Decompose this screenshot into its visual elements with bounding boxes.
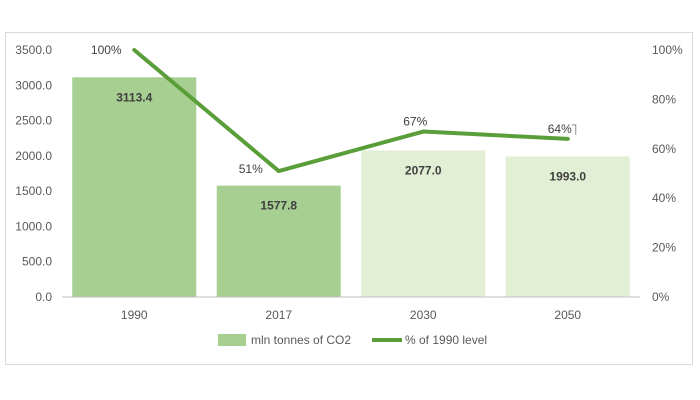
label-leader-line bbox=[571, 124, 577, 135]
line-point-label: 100% bbox=[91, 43, 122, 57]
y-right-tick-label: 20% bbox=[652, 241, 676, 255]
y-left-tick-label: 3500.0 bbox=[15, 43, 52, 57]
bar-data-label: 3113.4 bbox=[116, 90, 152, 104]
y-right-tick-label: 100% bbox=[652, 43, 683, 57]
y-left-tick-label: 1500.0 bbox=[15, 184, 52, 198]
bar-2017 bbox=[216, 185, 341, 297]
line-series-percent bbox=[132, 48, 570, 174]
legend-bar-swatch bbox=[218, 334, 246, 346]
line-layer: 100% 51% 67% 64% bbox=[91, 43, 577, 176]
line-point-label: 67% bbox=[403, 115, 427, 129]
axes-layer: 0.0 500.0 1000.0 1500.0 2000.0 2500.0 3000.0 35… bbox=[15, 43, 683, 322]
x-tick-label: 2030 bbox=[410, 308, 437, 322]
bar-data-label: 1577.8 bbox=[260, 199, 297, 213]
y-left-tick-label: 0.0 bbox=[35, 290, 52, 304]
line-point-label: 64% bbox=[548, 122, 572, 136]
y-right-tick-label: 80% bbox=[652, 92, 676, 106]
y-right-tick-label: 40% bbox=[652, 191, 676, 205]
bar-2050 bbox=[505, 156, 630, 297]
x-tick-label: 1990 bbox=[121, 308, 148, 322]
legend-line-label: % of 1990 level bbox=[405, 333, 487, 347]
legend: mln tonnes of CO2 % of 1990 level bbox=[218, 333, 487, 347]
y-left-tick-label: 2500.0 bbox=[15, 114, 52, 128]
bar-data-label: 1993.0 bbox=[549, 169, 586, 183]
legend-bar-label: mln tonnes of CO2 bbox=[251, 333, 351, 347]
line-point-label: 51% bbox=[239, 162, 263, 176]
x-tick-label: 2017 bbox=[265, 308, 292, 322]
x-tick-label: 2050 bbox=[554, 308, 581, 322]
y-left-tick-label: 3000.0 bbox=[15, 78, 52, 92]
y-right-tick-label: 60% bbox=[652, 142, 676, 156]
bar-data-label: 2077.0 bbox=[405, 163, 442, 177]
y-left-tick-label: 2000.0 bbox=[15, 149, 52, 163]
bar-2030 bbox=[361, 150, 486, 297]
y-right-tick-label: 0% bbox=[652, 290, 670, 304]
bar-1990 bbox=[72, 77, 197, 297]
bars-layer: 3113.4 1577.8 2077.0 1993.0 bbox=[72, 77, 630, 297]
y-left-tick-label: 1000.0 bbox=[15, 219, 52, 233]
y-left-tick-label: 500.0 bbox=[22, 255, 52, 269]
